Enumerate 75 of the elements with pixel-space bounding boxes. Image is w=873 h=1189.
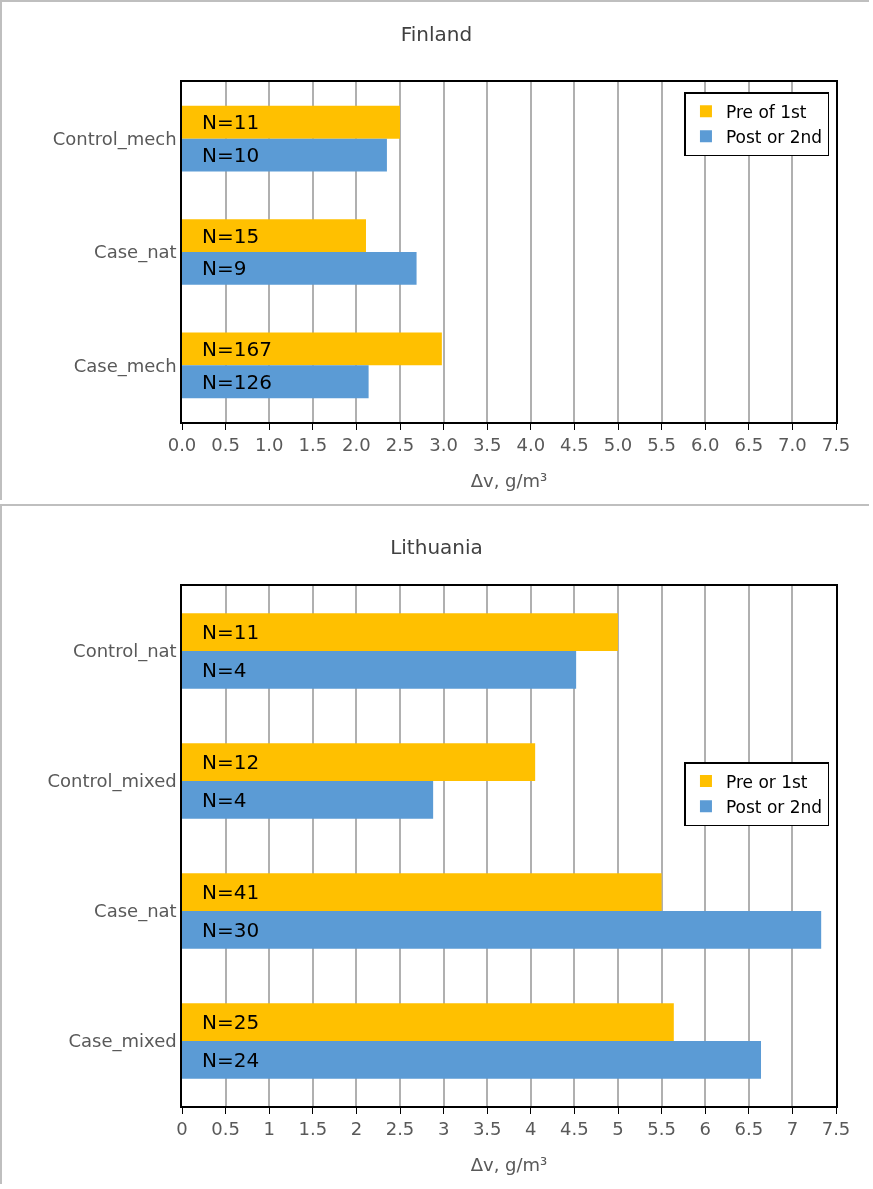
- bar: [182, 873, 662, 911]
- x-tick-label: 5: [612, 1118, 624, 1140]
- x-tick-label: 3.0: [429, 434, 458, 456]
- x-tick-label: 1.0: [254, 434, 284, 456]
- bar: [182, 1041, 762, 1079]
- legend-label: Post or 2nd: [725, 126, 823, 147]
- bar: [182, 105, 400, 139]
- annotation: N=4: [202, 788, 247, 812]
- chart-title: Lithuania: [390, 535, 483, 559]
- legend-label: Post or 2nd: [725, 796, 823, 817]
- x-tick-label: 0.5: [211, 434, 240, 456]
- x-tick-label: 3.5: [472, 434, 502, 456]
- legend-label: Pre or 1st: [725, 771, 808, 792]
- x-tick-label: 6.5: [734, 1118, 764, 1140]
- annotation: N=167: [202, 337, 272, 361]
- x-tick-label: 6.5: [734, 434, 764, 456]
- bar: [182, 781, 434, 819]
- x-tick-label: 5.5: [647, 434, 676, 456]
- chart-title: Finland: [400, 22, 473, 46]
- bar: [182, 911, 822, 949]
- y-tick-label: Control_mech: [52, 127, 177, 150]
- annotation: N=4: [202, 658, 247, 682]
- annotation: N=11: [202, 620, 260, 644]
- x-tick-label: 0.0: [167, 434, 197, 456]
- x-tick-label: 4.0: [516, 434, 546, 456]
- y-tick-label: Case_nat: [94, 241, 177, 264]
- bar: [182, 138, 387, 172]
- bar: [182, 651, 577, 689]
- annotation: N=12: [202, 750, 260, 774]
- bar: [182, 252, 417, 285]
- x-tick-label: 2.5: [385, 434, 415, 456]
- y-tick-label: Case_mech: [73, 354, 177, 377]
- x-tick-label: 1.5: [298, 434, 328, 456]
- x-tick-label: 1: [263, 1118, 275, 1140]
- x-tick-label: 0.5: [211, 1118, 240, 1140]
- x-tick-label: 4.5: [560, 434, 589, 456]
- y-tick-label: Case_mixed: [68, 1030, 177, 1053]
- x-tick-label: 7.0: [778, 434, 807, 456]
- annotation: N=15: [202, 224, 260, 248]
- x-tick-label: 2.5: [385, 1118, 415, 1140]
- annotation: N=11: [202, 110, 260, 134]
- bar: [182, 332, 442, 366]
- annotation: N=9: [202, 256, 247, 280]
- x-axis-title: Δv, g/m³: [470, 469, 548, 491]
- x-tick-label: 5.0: [603, 434, 633, 456]
- annotation: N=24: [202, 1048, 260, 1072]
- annotation: N=25: [202, 1010, 260, 1034]
- x-tick-label: 6: [699, 1118, 711, 1140]
- x-tick-label: 3.5: [472, 1118, 502, 1140]
- x-tick-label: 1.5: [298, 1118, 328, 1140]
- bar: [182, 1003, 674, 1041]
- annotation: N=10: [202, 143, 260, 167]
- annotation: N=30: [202, 918, 260, 942]
- y-tick-label: Control_nat: [73, 640, 177, 663]
- y-tick-label: Control_mixed: [47, 770, 177, 793]
- x-tick-label: 2: [350, 1118, 363, 1140]
- annotation: N=126: [202, 370, 272, 394]
- x-tick-label: 7: [786, 1118, 799, 1140]
- bar: [182, 365, 369, 399]
- y-tick-label: Case_nat: [94, 900, 177, 923]
- bar: [182, 613, 618, 651]
- x-tick-label: 5.5: [647, 1118, 676, 1140]
- x-axis-title: Δv, g/m³: [470, 1153, 548, 1175]
- x-tick-label: 4: [525, 1118, 537, 1140]
- bar: [182, 219, 366, 252]
- x-tick-label: 3: [437, 1118, 450, 1140]
- x-tick-label: 7.5: [821, 1118, 851, 1140]
- x-tick-label: 4.5: [560, 1118, 589, 1140]
- x-tick-label: 6.0: [690, 434, 720, 456]
- annotation: N=41: [202, 880, 260, 904]
- x-tick-label: 7.5: [821, 434, 851, 456]
- x-tick-label: 2.0: [342, 434, 371, 456]
- bar: [182, 743, 536, 781]
- x-tick-label: 0: [176, 1118, 188, 1140]
- legend-label: Pre of 1st: [725, 101, 807, 122]
